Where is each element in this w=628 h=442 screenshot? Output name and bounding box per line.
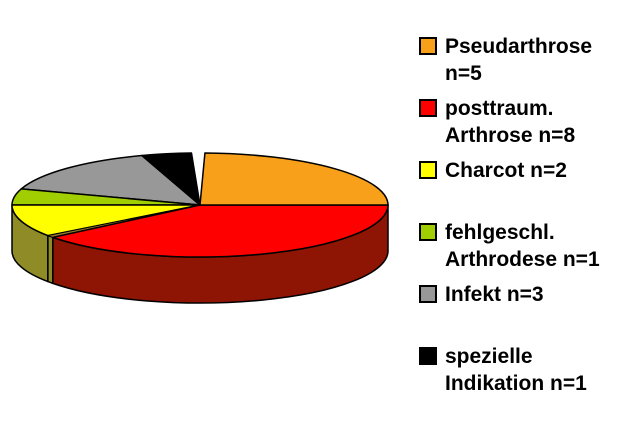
- legend-swatch-icon: [419, 285, 437, 303]
- legend-item: fehlgeschl. Arthrodese n=1: [419, 219, 625, 281]
- legend-label: Infekt n=3: [445, 283, 544, 306]
- legend-item: spezielle Indikation n=1: [419, 343, 625, 405]
- pie-slice: [199, 152, 389, 206]
- legend-label: posttraum. Arthrose n=8: [445, 97, 576, 147]
- legend-item: Pseudarthrose n=5: [419, 33, 625, 95]
- legend-swatch-icon: [419, 223, 437, 241]
- pie-slice: [141, 152, 201, 206]
- legend-item: Infekt n=3: [419, 281, 625, 343]
- pie-slice: [11, 204, 201, 237]
- legend-label: Charcot n=2: [445, 159, 567, 182]
- legend-swatch-icon: [419, 99, 437, 117]
- legend-item: Charcot n=2: [419, 157, 625, 219]
- legend-label: Pseudarthrose n=5: [445, 35, 593, 85]
- legend-label: fehlgeschl. Arthrodese n=1: [445, 221, 600, 271]
- legend-swatch-icon: [419, 347, 437, 365]
- pie-slice: [52, 204, 389, 258]
- chart-legend: Pseudarthrose n=5 posttraum. Arthrose n=…: [419, 33, 625, 405]
- legend-swatch-icon: [419, 37, 437, 55]
- legend-item: posttraum. Arthrose n=8: [419, 95, 625, 157]
- legend-swatch-icon: [419, 161, 437, 179]
- legend-label: spezielle Indikation n=1: [445, 345, 587, 395]
